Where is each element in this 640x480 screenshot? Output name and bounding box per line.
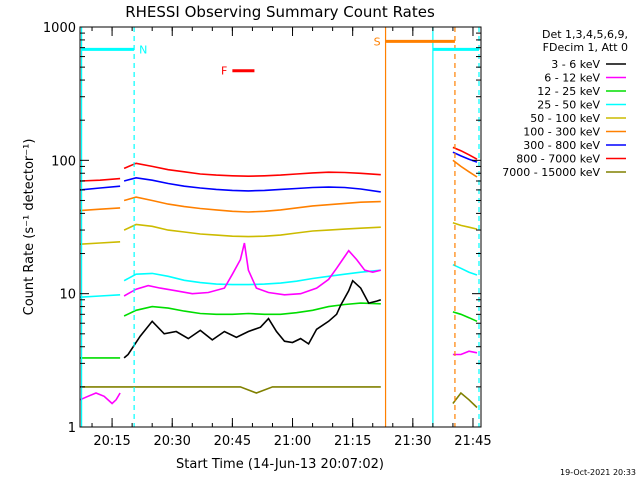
flag-label-1: F [221, 65, 227, 78]
flag-label-2: S [374, 35, 381, 48]
chart-title: RHESSI Observing Summary Count Rates [125, 3, 435, 21]
x-axis-label: Start Time (14-Jun-13 20:07:02) [176, 457, 384, 472]
series-line-3-segment-1 [123, 269, 381, 286]
legend-label-4: 50 - 100 keV [530, 112, 600, 125]
series-line-5-segment-2 [452, 159, 478, 178]
series-line-2-segment-2 [452, 311, 478, 323]
x-tick-label: 20:30 [153, 434, 190, 449]
legend-label-0: 3 - 6 keV [551, 58, 600, 71]
series-line-3-segment-2 [452, 263, 478, 276]
legend-label-1: 6 - 12 keV [544, 72, 600, 85]
axes: 1 10 100 1000 20:15 20:30 20:45 21:00 21:15 21:30… [43, 21, 492, 449]
series-line-1-segment-2 [452, 350, 478, 356]
footer-timestamp: 19-Oct-2021 20:33 [560, 468, 636, 477]
series-line-8-segment-0 [80, 386, 381, 394]
series-line-4-segment-1 [123, 223, 381, 238]
legend-label-3: 25 - 50 keV [537, 99, 600, 112]
legend-header-line-1: Det 1,3,4,5,6,9, [542, 28, 628, 41]
series-line-4-segment-2 [452, 222, 478, 230]
series-line-1-segment-0 [79, 392, 121, 405]
legend-label-7: 800 - 7000 keV [516, 153, 600, 166]
series-line-7-segment-0 [79, 177, 121, 182]
flag-label-0: N [139, 43, 147, 56]
series-line-6-segment-1 [123, 176, 381, 193]
x-tick-label: 21:15 [334, 434, 371, 449]
legend-label-6: 300 - 800 keV [523, 139, 600, 152]
plot-frame [79, 26, 482, 428]
y-tick-label: 1 [68, 421, 76, 436]
series-line-8-segment-1 [452, 391, 478, 409]
x-tick-label: 21:30 [394, 434, 431, 449]
series-line-2-segment-1 [123, 302, 381, 317]
x-tick-label: 21:00 [274, 434, 311, 449]
series-line-7-segment-2 [452, 146, 478, 160]
y-tick-label: 10 [59, 288, 76, 303]
x-tick-label: 20:15 [93, 434, 130, 449]
series-line-5-segment-1 [123, 196, 381, 213]
x-tick-label: 21:45 [454, 434, 491, 449]
series-line-7-segment-1 [123, 162, 381, 178]
legend-header-line-2: FDecim 1, Att 0 [543, 41, 628, 54]
series-lines [79, 146, 478, 409]
legend-label-8: 7000 - 15000 keV [502, 166, 600, 179]
legend-label-5: 100 - 300 keV [523, 126, 600, 139]
annotations: N F S [81, 27, 480, 427]
series-line-0-segment-0 [123, 279, 382, 359]
series-line-5-segment-0 [79, 207, 121, 212]
series-line-3-segment-0 [79, 294, 121, 298]
y-tick-label: 1000 [43, 21, 76, 36]
series-line-6-segment-0 [79, 185, 121, 191]
y-axis-label: Count Rate (s⁻¹ detector⁻¹) [22, 139, 37, 316]
series-line-4-segment-0 [79, 241, 121, 245]
series-line-1-segment-1 [123, 242, 381, 297]
x-tick-label: 20:45 [214, 434, 251, 449]
legend-label-2: 12 - 25 keV [537, 85, 600, 98]
y-tick-label: 100 [51, 154, 76, 169]
